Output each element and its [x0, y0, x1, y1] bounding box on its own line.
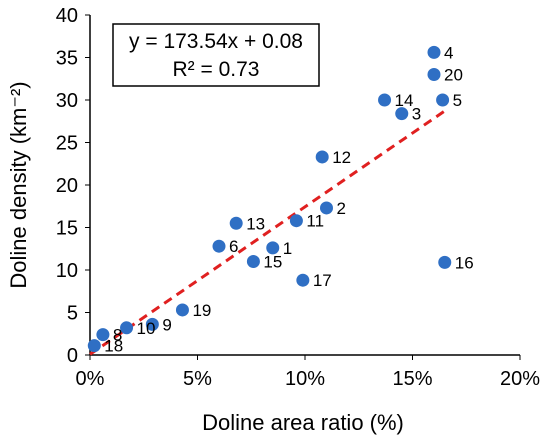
data-point-10 — [120, 321, 134, 335]
point-label-9: 9 — [162, 315, 171, 334]
data-point-17 — [296, 273, 310, 287]
point-label-17: 17 — [313, 271, 332, 290]
y-tick-label: 15 — [56, 218, 78, 240]
y-tick-label: 35 — [56, 48, 78, 70]
point-label-19: 19 — [192, 301, 211, 320]
point-label-10: 10 — [137, 319, 156, 338]
data-point-3 — [395, 107, 409, 121]
y-tick-label: 10 — [56, 260, 78, 282]
point-label-16: 16 — [455, 253, 474, 272]
trendline-equation: y = 173.54x + 0.08 — [129, 30, 303, 53]
point-label-4: 4 — [444, 43, 453, 62]
point-label-5: 5 — [453, 91, 462, 110]
x-axis-title: Doline area ratio (%) — [202, 410, 404, 435]
point-label-8: 8 — [113, 326, 122, 345]
data-point-4 — [427, 45, 441, 59]
x-tick-label: 0% — [76, 368, 105, 390]
data-point-13 — [229, 216, 243, 230]
x-tick-label: 20% — [500, 368, 540, 390]
trendline — [89, 109, 446, 356]
point-label-2: 2 — [337, 199, 346, 218]
data-point-11 — [289, 214, 303, 228]
data-point-2 — [320, 201, 333, 215]
equation-box — [112, 23, 320, 87]
x-tick-label: 10% — [285, 368, 325, 390]
data-point-6 — [212, 239, 226, 253]
data-point-9 — [145, 317, 159, 331]
data-point-15 — [246, 255, 260, 268]
point-label-3: 3 — [412, 105, 421, 124]
point-label-11: 11 — [306, 212, 324, 231]
y-tick-label: 20 — [56, 175, 78, 197]
data-point-14 — [378, 93, 392, 107]
point-label-1: 1 — [283, 239, 292, 258]
point-label-14: 14 — [395, 91, 414, 110]
y-axis-title: Doline density (km⁻²) — [6, 81, 31, 288]
point-label-13: 13 — [246, 214, 265, 233]
point-label-20: 20 — [444, 66, 463, 85]
data-point-5 — [436, 93, 450, 107]
data-point-16 — [438, 255, 452, 269]
y-tick-label: 0 — [67, 345, 78, 367]
data-point-18 — [87, 339, 101, 353]
x-tick-label: 5% — [183, 368, 212, 390]
data-point-8 — [96, 328, 110, 342]
point-label-15: 15 — [263, 253, 282, 272]
x-tick-label: 15% — [392, 368, 432, 390]
point-label-6: 6 — [229, 237, 238, 256]
y-tick-label: 40 — [56, 5, 78, 27]
data-point-20 — [427, 68, 441, 81]
point-label-18: 18 — [104, 337, 123, 356]
y-tick-label: 30 — [56, 90, 78, 112]
data-point-19 — [175, 303, 189, 317]
y-tick-label: 25 — [56, 133, 78, 155]
y-tick-label: 5 — [67, 303, 78, 325]
r-squared-label: R² = 0.73 — [173, 58, 260, 81]
data-point-12 — [315, 150, 329, 164]
data-point-1 — [266, 241, 280, 255]
point-label-12: 12 — [332, 148, 351, 167]
